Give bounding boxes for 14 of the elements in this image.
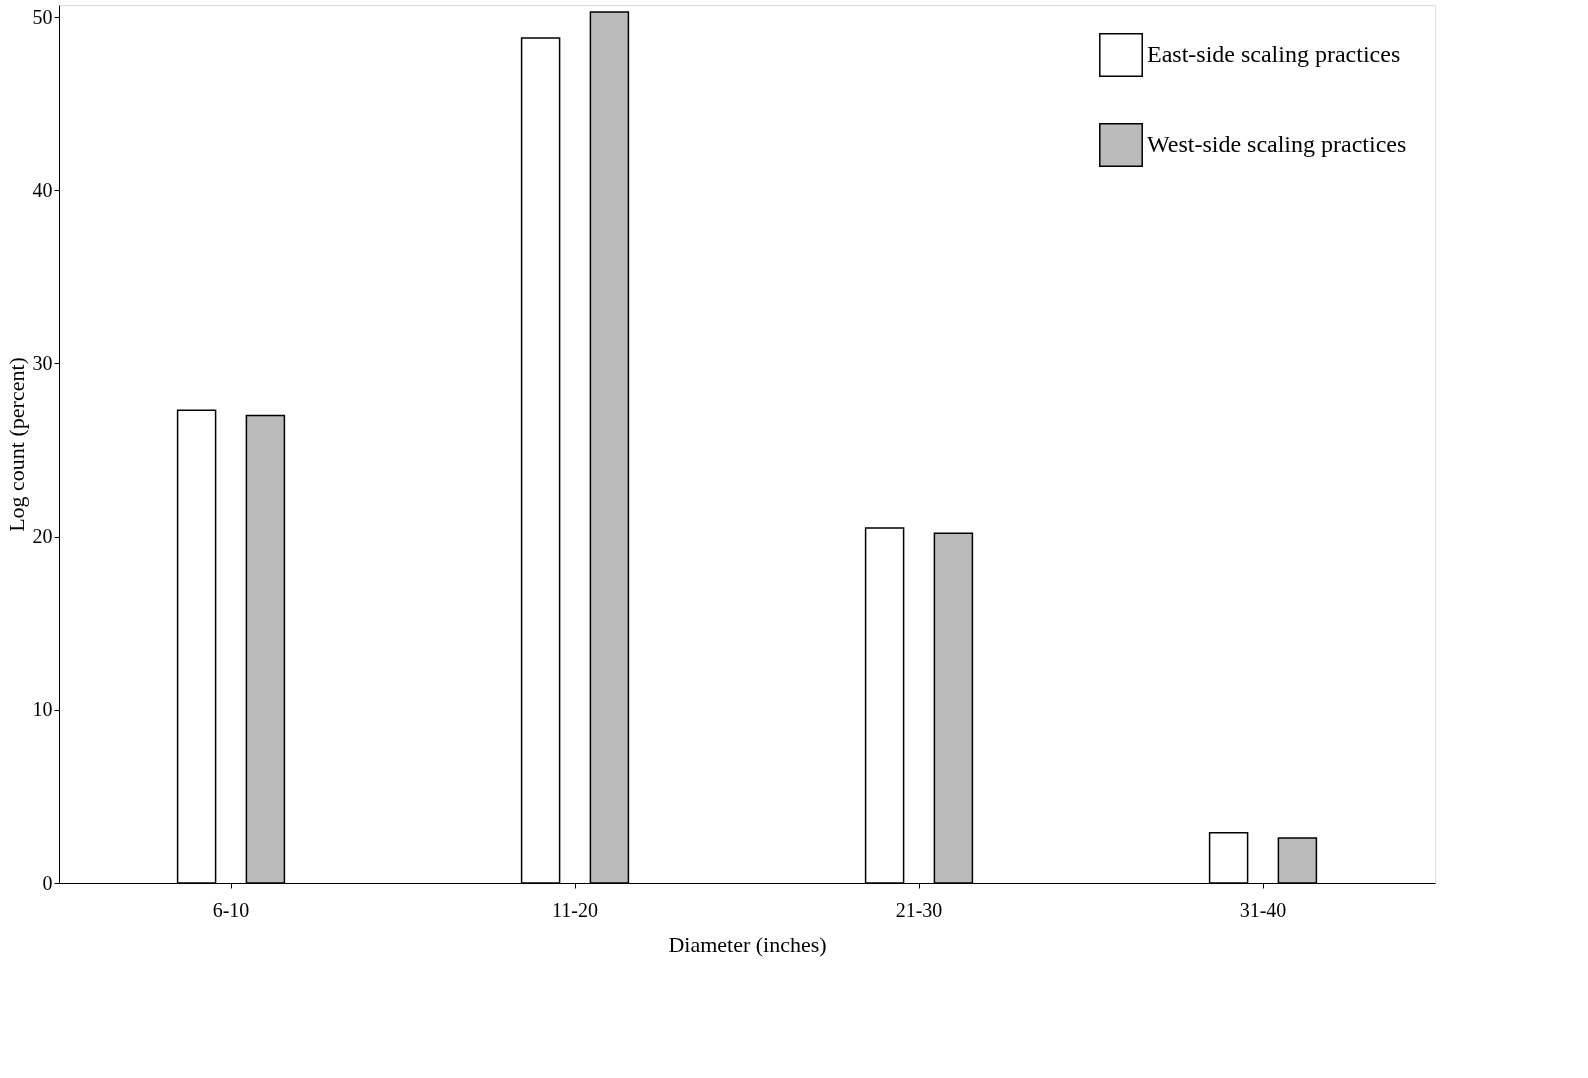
y-tick-label: 20: [32, 525, 53, 548]
legend-label: East-side scaling practices: [1147, 41, 1401, 67]
y-axis-title: Log count (percent): [3, 357, 29, 532]
y-tick-label: 30: [32, 351, 53, 374]
x-axis-title: Diameter (inches): [668, 931, 827, 957]
y-tick-label: 40: [32, 178, 53, 201]
y-tick-label: 10: [32, 698, 53, 721]
x-tick-label: 31-40: [1239, 898, 1287, 921]
x-tick-label: 21-30: [895, 898, 943, 921]
x-tick-label: 11-20: [552, 898, 598, 921]
y-tick-label: 50: [32, 5, 53, 28]
y-tick-label: 0: [42, 871, 53, 894]
x-tick-label: 6-10: [212, 898, 250, 921]
legend-label: West-side scaling practices: [1147, 131, 1407, 157]
